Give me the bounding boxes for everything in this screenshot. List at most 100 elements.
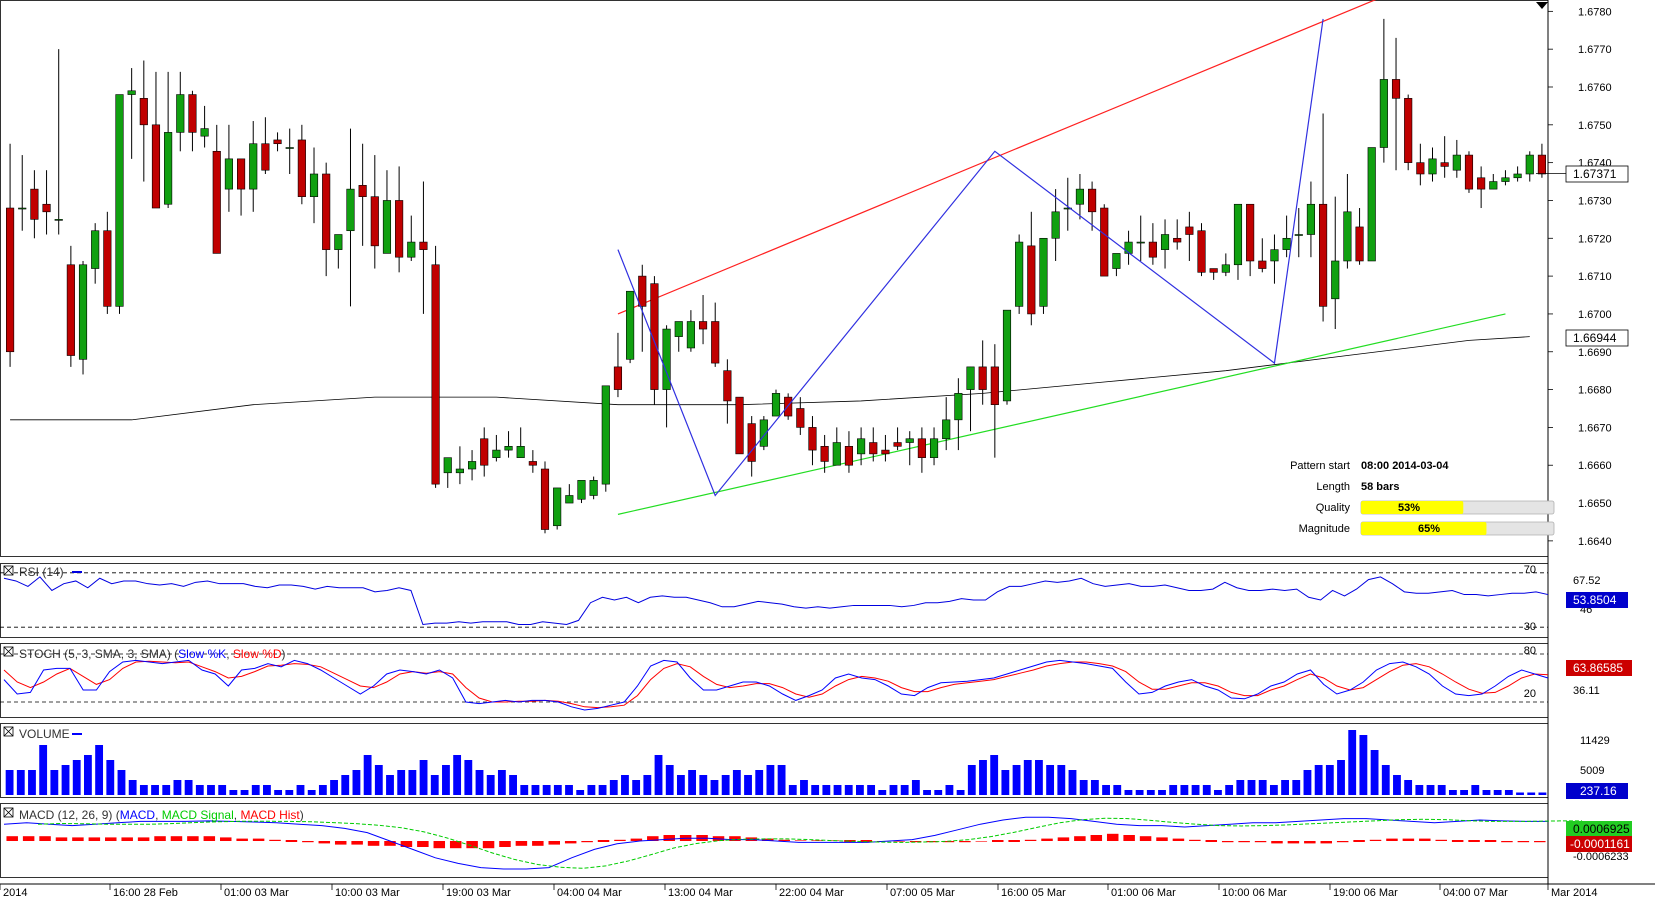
candle-body: [1440, 162, 1449, 167]
volume-bar: [374, 765, 383, 795]
quality-label: Quality: [1316, 502, 1351, 514]
price-tick-label: 1.6760: [1578, 82, 1612, 94]
candle-body: [1501, 177, 1510, 182]
candle-body: [844, 446, 854, 466]
volume-bar: [911, 780, 920, 795]
candle-body: [869, 442, 878, 455]
macd-hist-bar: [532, 841, 544, 846]
candle-body: [686, 321, 695, 349]
macd-hist-bar: [1156, 837, 1168, 841]
macd-hist-bar: [367, 841, 380, 846]
pattern-start-value: 08:00 2014-03-04: [1361, 460, 1449, 472]
volume-bar: [139, 785, 148, 795]
volume-bar: [240, 790, 249, 795]
volume-bar: [28, 770, 36, 795]
magnitude-value: 65%: [1418, 523, 1440, 535]
candle-body: [832, 442, 841, 466]
volume-bar: [867, 785, 876, 795]
volume-bar: [553, 785, 562, 795]
macd-hist-bar: [1534, 841, 1546, 843]
candle-body: [674, 321, 683, 337]
macd-hist-bar: [170, 836, 183, 841]
candle-body: [1391, 79, 1401, 99]
magnitude-bar-fill: [1361, 522, 1487, 535]
macd-hist-bar: [1221, 841, 1234, 843]
candle-body: [261, 143, 270, 171]
macd-hist-bar: [39, 836, 51, 841]
stoch-level-high: 80: [1524, 645, 1536, 657]
macd-hist-bar: [581, 841, 593, 843]
candle-body: [395, 200, 404, 258]
candle-body: [285, 147, 294, 149]
candle-body: [176, 94, 185, 133]
candle-body: [528, 461, 537, 466]
candle-body: [1367, 147, 1376, 262]
candle-body: [613, 366, 623, 390]
candle-body: [188, 94, 197, 133]
volume-bar: [509, 775, 517, 795]
candle-body: [1452, 154, 1461, 171]
volume-bar: [330, 780, 338, 795]
rsi-value-marker: [1566, 592, 1628, 608]
macd-hist-bar: [1304, 841, 1316, 844]
volume-bar: [1527, 792, 1536, 795]
scroll-arrow-icon[interactable]: [1536, 2, 1548, 9]
volume-bar: [1146, 790, 1155, 795]
candle-body: [1404, 98, 1413, 163]
macd-title: MACD (12, 26, 9) (MACD, MACD Signal, MAC…: [19, 808, 304, 822]
stoch-title: STOCH (5, 3, SMA, 3, SMA) (Slow %K, Slow…: [19, 647, 286, 661]
candle-body: [747, 423, 756, 462]
macd-value: 0.0006925: [1573, 822, 1630, 836]
volume-bar: [50, 770, 59, 795]
candle-body: [66, 264, 75, 356]
volume-bar: [195, 785, 204, 795]
price-axis: 1.67801.67701.67601.67501.67401.67301.67…: [1536, 6, 1612, 548]
macd-hist-bar: [630, 838, 643, 841]
candle-body: [917, 438, 926, 458]
macd-panel: MACD (12, 26, 9) (MACD, MACD Signal, MAC…: [3, 807, 1632, 870]
price-tick-label: 1.6730: [1578, 195, 1612, 207]
rsi-value: 53.8504: [1573, 593, 1617, 607]
volume-bar: [1393, 775, 1401, 795]
macd-hist-bar: [729, 836, 741, 841]
macd-hist-bar: [1139, 836, 1152, 841]
time-tick-label: 01:00 03 Mar: [224, 887, 289, 897]
length-value: 58 bars: [1361, 481, 1400, 493]
volume-bar: [855, 785, 864, 795]
volume-bar: [1448, 790, 1457, 795]
candle-body: [103, 230, 112, 307]
volume-value-marker: [1566, 783, 1628, 799]
candle-body: [18, 207, 27, 210]
macd-hist-bar: [55, 837, 68, 841]
time-tick-label: 16:00 05 Mar: [1001, 887, 1066, 897]
candle-body: [492, 449, 501, 458]
candle-body: [273, 139, 282, 145]
volume-bar: [1516, 792, 1524, 795]
volume-bar: [83, 755, 92, 795]
volume-value: 237.16: [1580, 784, 1617, 798]
macd-hist-bar: [6, 836, 18, 841]
candle-body: [1063, 207, 1072, 210]
candle-body: [1319, 203, 1328, 307]
volume-bar: [1437, 785, 1446, 795]
candle-body: [1246, 203, 1255, 262]
volume-bar: [1292, 780, 1301, 795]
candle-body: [1343, 211, 1352, 262]
candle-body: [419, 241, 428, 250]
candle-body: [942, 419, 951, 440]
volume-bar: [811, 785, 820, 795]
volume-bar: [318, 785, 327, 795]
macd-hist-bar: [893, 841, 905, 842]
candle-body: [759, 419, 768, 447]
candle-body: [30, 188, 39, 220]
volume-bar: [229, 790, 238, 795]
length-label: Length: [1316, 481, 1350, 493]
candle-body: [1136, 241, 1145, 244]
candle-body: [1221, 264, 1230, 273]
candle-body: [601, 385, 610, 485]
time-tick-label: 10:00 03 Mar: [335, 887, 400, 897]
macd-hist-bar: [663, 835, 675, 841]
price-tick-label: 1.6680: [1578, 385, 1612, 397]
candle-body: [1197, 230, 1206, 273]
